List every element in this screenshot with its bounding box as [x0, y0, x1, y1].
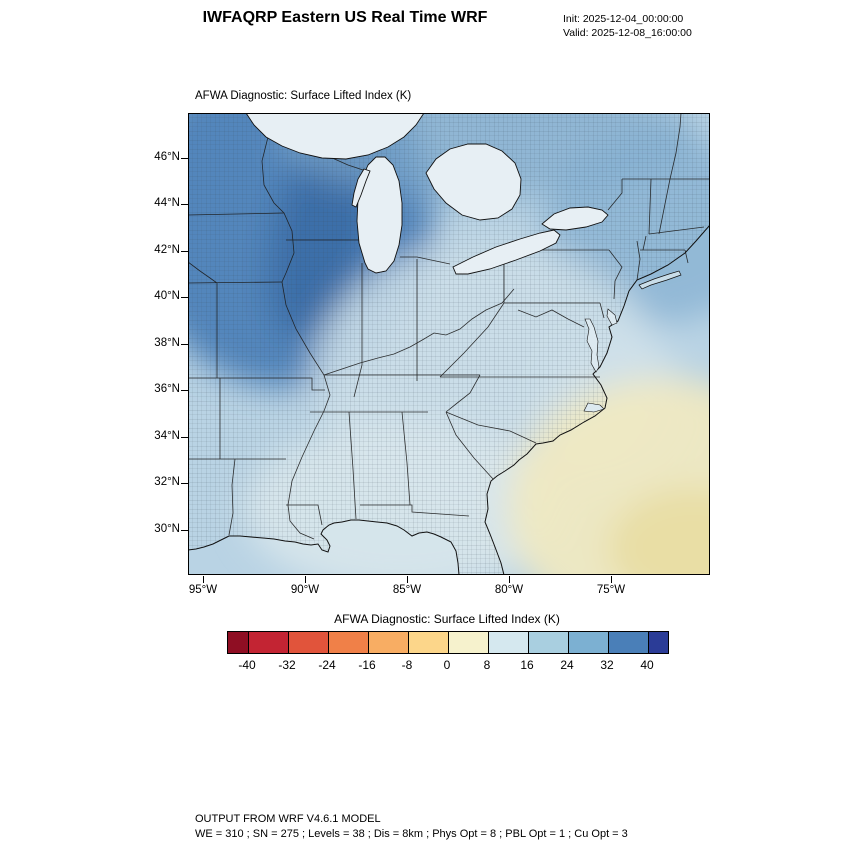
lon-label: 80°W	[494, 584, 524, 596]
lat-label: 30°N	[154, 523, 180, 535]
mississippi-river	[261, 136, 331, 540]
lake-huron-shape	[425, 143, 522, 221]
page-title: IWFAQRP Eastern US Real Time WRF	[202, 9, 488, 26]
colorbar-segment	[568, 632, 608, 653]
lat-label: 46°N	[154, 151, 180, 163]
lat-label: 36°N	[154, 383, 180, 395]
init-time: Init: 2025-12-04_00:00:00	[563, 13, 684, 25]
coastline	[188, 224, 710, 575]
run-time-block: Init: 2025-12-04_00:00:00 Valid: 2025-12…	[563, 12, 692, 40]
lat-tick	[181, 437, 188, 438]
ohio-river	[323, 288, 515, 376]
colorbar-segment	[368, 632, 408, 653]
colorbar-segment	[448, 632, 488, 653]
colorbar-segment	[228, 632, 248, 653]
colorbar-segment	[528, 632, 568, 653]
colorbar-tick-label: -40	[238, 658, 256, 672]
map-frame	[188, 113, 710, 575]
colorbar-tick-label: 32	[600, 658, 614, 672]
lake-ontario-shape	[541, 206, 609, 231]
lon-label: 95°W	[188, 584, 218, 596]
lon-tick	[509, 576, 510, 583]
lat-tick	[181, 483, 188, 484]
footer-model-line: OUTPUT FROM WRF V4.6.1 MODEL	[195, 813, 381, 825]
map-subtitle: AFWA Diagnostic: Surface Lifted Index (K…	[195, 90, 412, 102]
colorbar-tick-label: -32	[278, 658, 296, 672]
colorbar-segment	[608, 632, 648, 653]
colorbar-segment	[648, 632, 668, 653]
footer-grid-line: WE = 310 ; SN = 275 ; Levels = 38 ; Dis …	[195, 828, 628, 840]
lat-tick	[181, 204, 188, 205]
lat-tick	[181, 344, 188, 345]
lon-tick	[203, 576, 204, 583]
colorbar-segment	[288, 632, 328, 653]
delaware-bay-shape	[606, 308, 618, 326]
colorbar-tick-label: -16	[358, 658, 376, 672]
lat-tick	[181, 158, 188, 159]
chesapeake-bay-shape	[584, 318, 600, 373]
lon-label: 75°W	[596, 584, 626, 596]
bays	[583, 308, 618, 413]
colorbar-tick-label: 16	[520, 658, 534, 672]
colorbar-tick-label: 24	[560, 658, 574, 672]
colorbar-segment	[408, 632, 448, 653]
lat-label: 44°N	[154, 197, 180, 209]
lake-superior-shape	[245, 113, 425, 160]
colorbar-tick-label: -24	[318, 658, 336, 672]
colorbar-ticks: -40 -32 -24 -16 -8 0 8 16 24 32 40	[227, 658, 667, 674]
pamlico-sound-shape	[583, 402, 605, 413]
lat-label: 34°N	[154, 430, 180, 442]
colorbar-segment	[248, 632, 288, 653]
gulf-coast	[188, 519, 460, 575]
lat-label: 38°N	[154, 337, 180, 349]
lon-tick	[305, 576, 306, 583]
great-lakes	[245, 113, 609, 275]
colorbar-tick-label: 0	[443, 658, 451, 672]
lat-tick	[181, 390, 188, 391]
colorbar-segment	[328, 632, 368, 653]
lat-label: 42°N	[154, 244, 180, 256]
lat-tick	[181, 251, 188, 252]
colorbar-title: AFWA Diagnostic: Surface Lifted Index (K…	[334, 612, 560, 626]
colorbar-segment	[488, 632, 528, 653]
lon-tick	[611, 576, 612, 583]
lat-tick	[181, 530, 188, 531]
atlantic-coast	[484, 224, 710, 575]
lon-label: 90°W	[290, 584, 320, 596]
map-panel	[188, 113, 710, 575]
state-borders	[188, 113, 710, 540]
lake-erie-shape	[452, 229, 561, 275]
long-island-shape	[638, 270, 682, 290]
lat-label: 40°N	[154, 290, 180, 302]
map-svg	[188, 113, 710, 575]
lat-label: 32°N	[154, 476, 180, 488]
valid-time: Valid: 2025-12-08_16:00:00	[563, 27, 692, 39]
green-bay-shape	[351, 168, 371, 208]
lon-tick	[407, 576, 408, 583]
colorbar-tick-label: -8	[401, 658, 413, 672]
colorbar-tick-label: 8	[483, 658, 491, 672]
lat-tick	[181, 297, 188, 298]
footer: OUTPUT FROM WRF V4.6.1 MODEL WE = 310 ; …	[195, 812, 628, 842]
colorbar-tick-label: 40	[640, 658, 654, 672]
colorbar	[227, 631, 669, 654]
lon-label: 85°W	[392, 584, 422, 596]
